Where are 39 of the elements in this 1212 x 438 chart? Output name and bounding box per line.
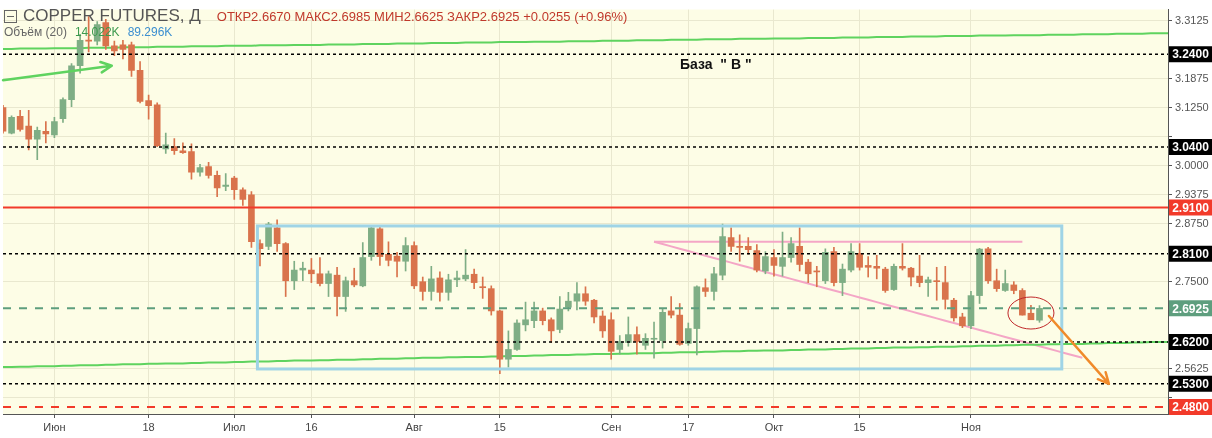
- x-tick-label: Сен: [601, 420, 622, 433]
- x-tick-label: 15: [493, 420, 506, 433]
- annotation: База " В ": [680, 56, 752, 72]
- x-tick-label: 18: [142, 420, 155, 433]
- candlestick: [650, 321, 658, 359]
- ref-line-label: 2.6925: [1172, 301, 1210, 316]
- y-tick-label: 2.9375: [1175, 187, 1209, 200]
- y-tick-label: 2.5625: [1175, 361, 1209, 374]
- x-tick-label: 17: [682, 420, 695, 433]
- ref-line-label: 2.5300: [1172, 377, 1210, 392]
- chart-title: COPPER FUTURES, Д: [23, 6, 201, 26]
- x-tick-label: Ноя: [960, 420, 982, 433]
- candlestick: [736, 234, 744, 262]
- y-tick-label: 3.3125: [1175, 13, 1209, 26]
- candlestick: [933, 266, 941, 301]
- candlestick: [479, 276, 487, 299]
- x-tick-label: Июл: [223, 420, 246, 433]
- x-tick-label: Окт: [764, 420, 784, 433]
- ref-line-label: 2.8100: [1172, 247, 1210, 262]
- candlestick: [222, 173, 230, 192]
- ref-line-label: 2.6200: [1172, 335, 1210, 350]
- ref-line-label: 3.0400: [1172, 140, 1210, 155]
- x-tick-label: 16: [305, 420, 318, 433]
- y-tick-label: 3.0000: [1175, 158, 1209, 171]
- y-tick-label: 3.1250: [1175, 100, 1209, 113]
- candlestick: [393, 252, 401, 278]
- y-tick-label: 2.7500: [1175, 274, 1209, 287]
- ref-line-label: 2.9100: [1172, 200, 1210, 215]
- x-tick-label: 15: [853, 420, 866, 433]
- ref-line-label: 3.2400: [1172, 47, 1210, 62]
- chart-subtitle: ОТКР2.6670 МАКС2.6985 МИН2.6625 ЗАКР2.6925 +0.0255 (+0.96%): [216, 8, 628, 24]
- y-tick-label: 2.8750: [1175, 216, 1209, 229]
- x-tick-label: Авг: [405, 420, 423, 433]
- candlestick: [924, 276, 932, 297]
- x-tick-label: Июн: [43, 420, 66, 433]
- y-tick-label: 3.1875: [1175, 71, 1209, 84]
- ref-line-label: 2.4800: [1172, 400, 1210, 415]
- annotation: 89.296K: [127, 25, 173, 39]
- annotation: Объём (20): [4, 25, 67, 39]
